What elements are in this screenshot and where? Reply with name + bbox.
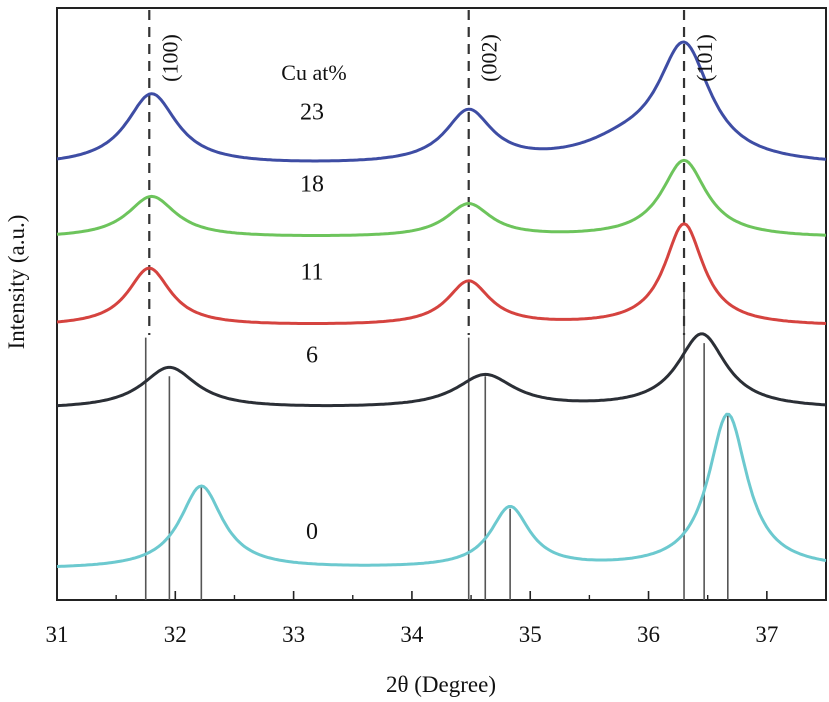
x-tick-label-3: 34 xyxy=(400,622,424,647)
x-tick-label-0: 31 xyxy=(46,622,69,647)
peak-label-2: (101) xyxy=(692,34,717,82)
series-curve-0 xyxy=(56,412,827,568)
x-tick-label-1: 32 xyxy=(164,622,187,647)
y-axis-label: Intensity (a.u.) xyxy=(4,215,29,350)
series-curves xyxy=(56,40,827,568)
series-label-18: 18 xyxy=(300,171,324,197)
peak-labels: (100) (002) (101) xyxy=(157,34,717,82)
series-label-23: 23 xyxy=(300,100,324,126)
series-curve-18 xyxy=(56,158,827,237)
legend-title: Cu at% xyxy=(281,60,346,85)
series-curve-11 xyxy=(56,222,827,325)
reference-lines xyxy=(144,282,729,600)
x-tick-label-4: 35 xyxy=(519,622,542,647)
x-tick-label-5: 36 xyxy=(637,622,660,647)
peak-label-0: (100) xyxy=(157,34,182,82)
plot-frame xyxy=(56,7,827,601)
series-curve-6 xyxy=(56,332,827,408)
series-label-0: 0 xyxy=(306,519,318,545)
x-axis-ticks: 31 32 33 34 35 36 37 xyxy=(46,591,827,647)
x-tick-label-2: 33 xyxy=(282,622,305,647)
x-axis-label: 2θ (Degree) xyxy=(386,672,496,697)
series-labels: 0 6 11 18 23 xyxy=(300,100,324,546)
x-tick-label-6: 37 xyxy=(755,622,778,647)
series-curve-23 xyxy=(56,40,827,163)
peak-label-1: (002) xyxy=(477,34,502,82)
dashed-peak-lines xyxy=(148,10,686,335)
series-label-6: 6 xyxy=(306,342,318,368)
series-label-11: 11 xyxy=(300,260,323,286)
